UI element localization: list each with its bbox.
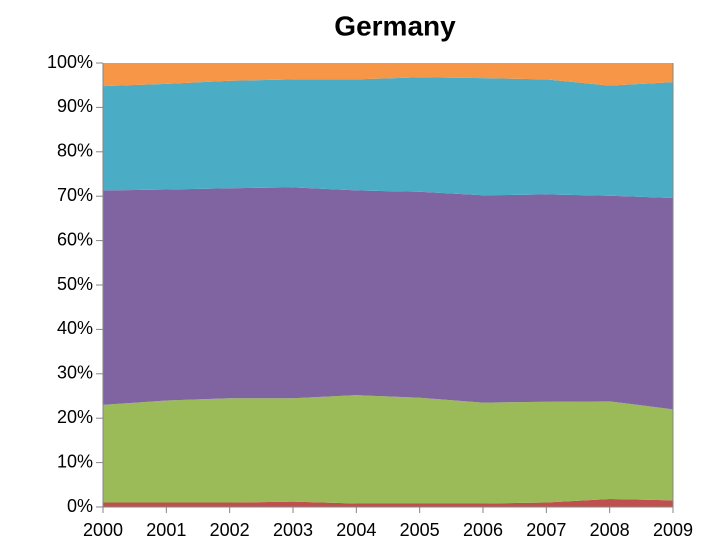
y-tick-label: 90%	[57, 96, 93, 116]
y-tick-label: 70%	[57, 185, 93, 205]
x-tick-label: 2008	[590, 520, 630, 540]
y-tick-label: 30%	[57, 363, 93, 383]
y-tick-label: 50%	[57, 274, 93, 294]
area	[103, 395, 673, 504]
area	[103, 187, 673, 410]
y-tick-label: 20%	[57, 407, 93, 427]
y-tick-label: 10%	[57, 451, 93, 471]
x-tick-label: 2009	[653, 520, 693, 540]
area	[103, 499, 673, 507]
y-tick-label: 0%	[67, 496, 93, 516]
chart-title: Germany	[334, 10, 456, 41]
x-tick-label: 2001	[146, 520, 186, 540]
area	[103, 63, 673, 87]
x-tick-label: 2002	[210, 520, 250, 540]
x-tick-label: 2006	[463, 520, 503, 540]
area	[103, 77, 673, 198]
y-tick-label: 40%	[57, 318, 93, 338]
x-tick-label: 2004	[336, 520, 376, 540]
y-tick-label: 80%	[57, 141, 93, 161]
x-tick-label: 2000	[83, 520, 123, 540]
x-tick-label: 2003	[273, 520, 313, 540]
y-tick-label: 60%	[57, 229, 93, 249]
x-tick-label: 2007	[526, 520, 566, 540]
y-tick-label: 100%	[47, 52, 93, 72]
x-tick-label: 2005	[400, 520, 440, 540]
